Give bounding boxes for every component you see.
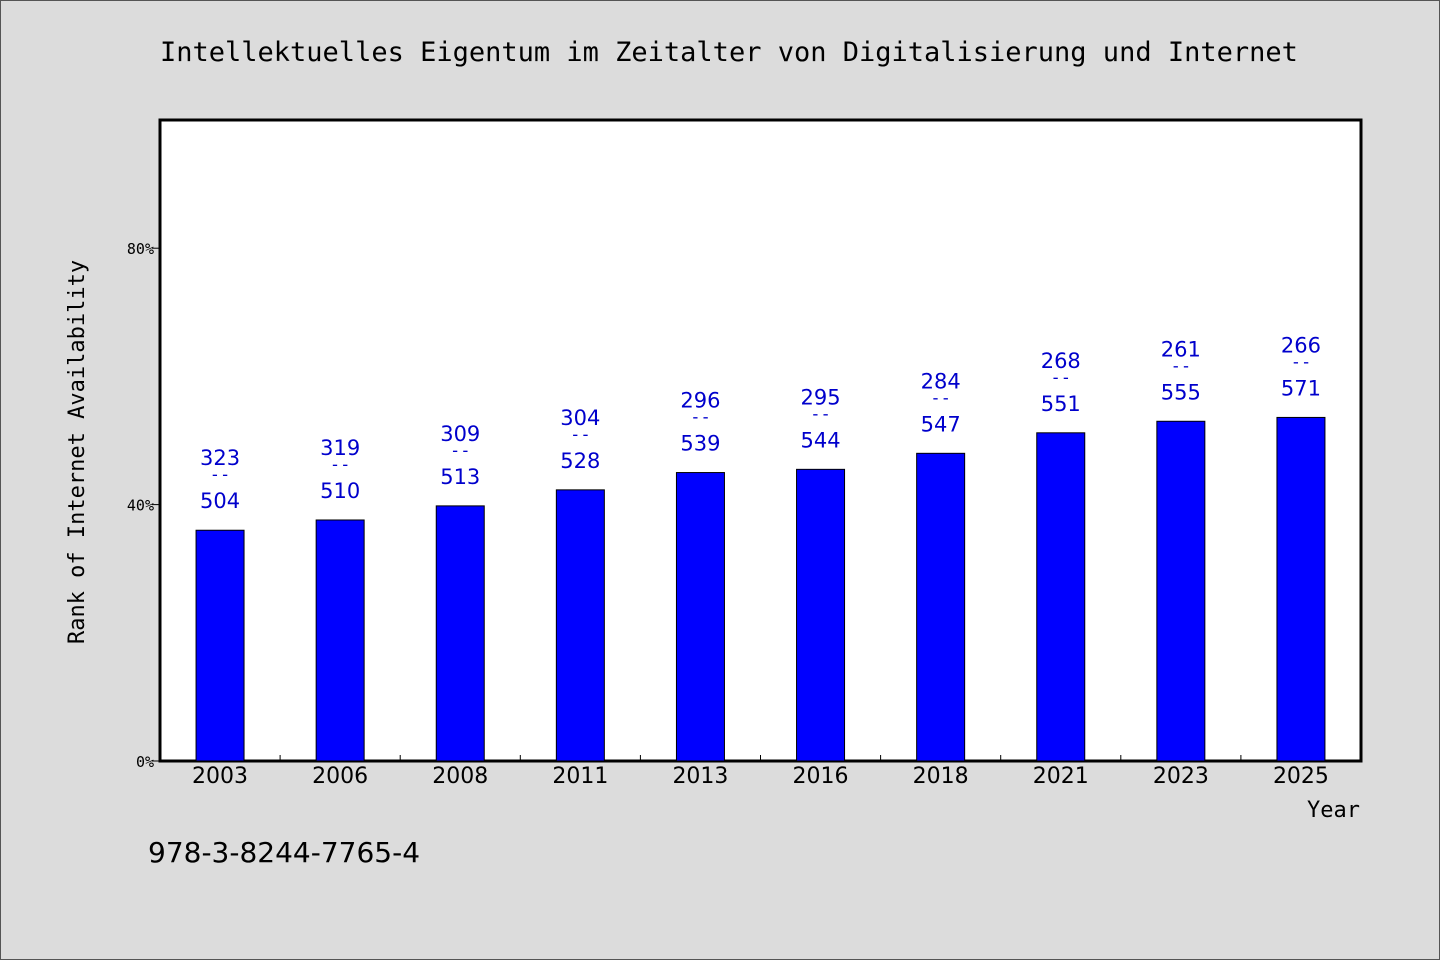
data-label-top-2025: 266 xyxy=(1281,333,1321,357)
x-tick-label-2018: 2018 xyxy=(913,764,969,789)
data-label-top-2008: 309 xyxy=(440,422,480,446)
x-axis: 2003 2006 2008 2011 2013 2016 2018 2021 2023 2025 xyxy=(192,755,1329,789)
bar-2016 xyxy=(796,468,846,762)
data-label-bottom-2013: 539 xyxy=(680,432,720,456)
data-label-bottom-2025: 571 xyxy=(1281,376,1321,400)
bar-2013 xyxy=(675,472,725,762)
bar-2006 xyxy=(315,519,365,762)
bars-group xyxy=(195,416,1326,762)
x-axis-label: Year xyxy=(1307,798,1360,823)
bar-2018 xyxy=(916,452,966,762)
data-label-bottom-2021: 551 xyxy=(1041,392,1081,416)
data-label-sep-2003: -- xyxy=(210,465,230,485)
data-label-sep-2013: -- xyxy=(690,408,710,428)
bar-2021 xyxy=(1036,432,1086,762)
bar-2008 xyxy=(435,505,485,762)
bar-2003 xyxy=(195,529,245,762)
y-tick-label-40: 40% xyxy=(127,497,154,515)
data-label-bottom-2011: 528 xyxy=(560,449,600,473)
data-label-sep-2008: -- xyxy=(450,441,470,461)
data-label-bottom-2023: 555 xyxy=(1161,380,1201,404)
x-tick-label-2011: 2011 xyxy=(552,764,608,789)
x-tick-label-2006: 2006 xyxy=(312,764,368,789)
data-label-bottom-2008: 513 xyxy=(440,465,480,489)
data-label-top-2011: 304 xyxy=(560,406,600,430)
bar-2025 xyxy=(1276,416,1326,762)
data-label-top-2003: 323 xyxy=(200,446,240,470)
data-label-sep-2006: -- xyxy=(330,455,350,475)
data-label-sep-2018: -- xyxy=(930,388,950,408)
data-label-bottom-2003: 504 xyxy=(200,489,240,513)
y-axis-label: Rank of Internet Availability xyxy=(65,260,90,644)
data-label-top-2016: 295 xyxy=(801,385,841,409)
data-labels-group: 323--504319--510309--513304--528296--539… xyxy=(200,333,1321,513)
y-tick-label-0: 0% xyxy=(136,753,154,771)
x-tick-label-2003: 2003 xyxy=(192,764,248,789)
data-label-top-2021: 268 xyxy=(1041,349,1081,373)
x-tick-label-2013: 2013 xyxy=(672,764,728,789)
bar-2011 xyxy=(555,489,605,762)
chart-title: Intellektuelles Eigentum im Zeitalter vo… xyxy=(160,37,1298,68)
data-label-bottom-2016: 544 xyxy=(801,428,841,452)
data-label-bottom-2018: 547 xyxy=(921,412,961,436)
data-label-sep-2021: -- xyxy=(1051,368,1071,388)
y-tick-label-80: 80% xyxy=(127,240,154,258)
data-label-sep-2016: -- xyxy=(810,404,830,424)
x-tick-label-2025: 2025 xyxy=(1273,764,1329,789)
x-tick-label-2021: 2021 xyxy=(1033,764,1089,789)
x-tick-label-2016: 2016 xyxy=(793,764,849,789)
data-label-sep-2011: -- xyxy=(570,425,590,445)
isbn-text: 978-3-8244-7765-4 xyxy=(148,836,420,869)
data-label-top-2018: 284 xyxy=(921,369,961,393)
data-label-top-2013: 296 xyxy=(680,389,720,413)
y-axis: 0% 40% 80% xyxy=(127,240,160,771)
data-label-top-2023: 261 xyxy=(1161,337,1201,361)
data-label-top-2006: 319 xyxy=(320,436,360,460)
x-tick-label-2023: 2023 xyxy=(1153,764,1209,789)
bar-2023 xyxy=(1156,420,1206,762)
data-label-bottom-2006: 510 xyxy=(320,479,360,503)
x-tick-label-2008: 2008 xyxy=(432,764,488,789)
data-label-sep-2025: -- xyxy=(1291,352,1311,372)
data-label-sep-2023: -- xyxy=(1171,356,1191,376)
